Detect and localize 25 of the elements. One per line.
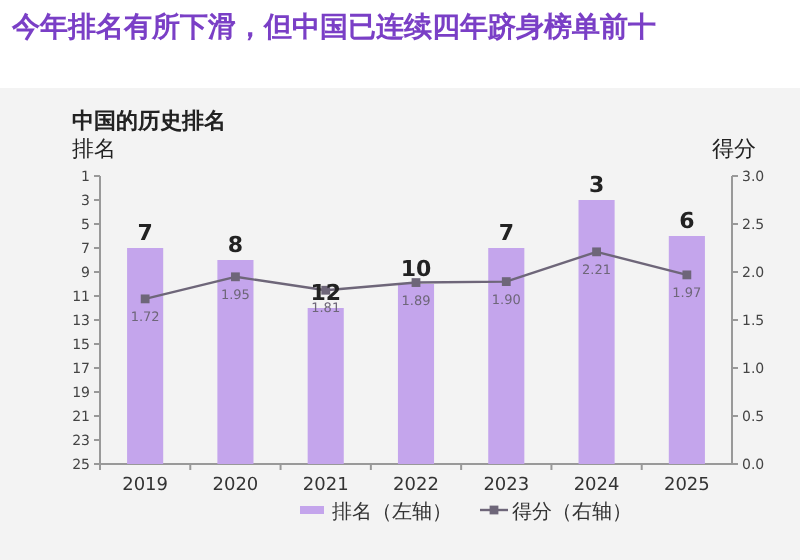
data-label: 6 (679, 208, 696, 234)
data-label: 3 (588, 172, 605, 198)
chart-title: 今年排名有所下滑，但中国已连续四年跻身榜单前十 (10, 10, 656, 44)
point (411, 278, 421, 287)
point (592, 247, 601, 257)
chart-subtitle: 中国的历史排名 (72, 108, 226, 134)
data-label: 10 (400, 256, 432, 282)
point (682, 270, 692, 280)
data-label: 8 (227, 232, 244, 258)
x-tick-label: 2022 (393, 476, 439, 496)
y2-axis-title: 得分 (712, 136, 756, 162)
data-label: 7 (137, 220, 153, 246)
x-tick-label: 2021 (302, 476, 349, 496)
legend-label: 得分（右轴） (512, 500, 632, 524)
legend-label: 排名（左轴） (332, 500, 452, 524)
x-tick-label: 2019 (122, 476, 169, 496)
x-tick-label: 2020 (212, 476, 259, 496)
data-label: 7 (498, 220, 514, 246)
x-tick-label: 2023 (483, 476, 530, 496)
y-axis-title: 排名 (72, 136, 116, 162)
x-tick-label: 2024 (573, 476, 621, 496)
point (140, 294, 150, 304)
x-tick-label: 2025 (663, 476, 710, 496)
point (231, 272, 240, 282)
point (501, 277, 511, 286)
